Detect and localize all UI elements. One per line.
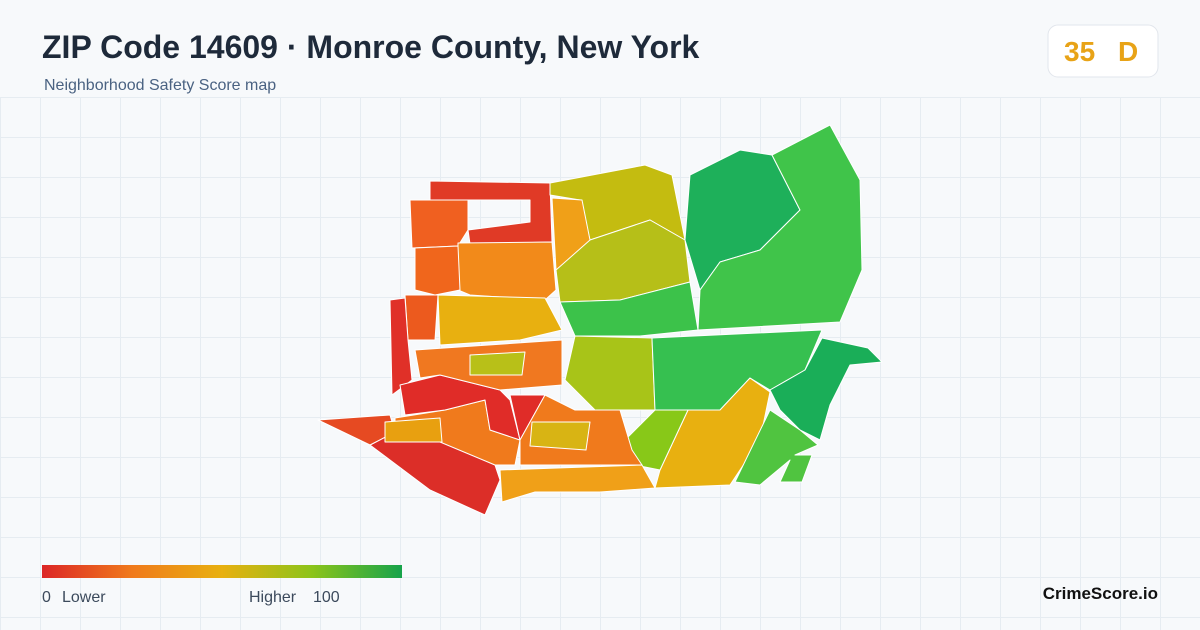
legend-min-label: Lower bbox=[62, 589, 106, 606]
neighborhood bbox=[697, 124, 863, 331]
badge-score: 35 bbox=[1064, 36, 1095, 67]
neighborhood bbox=[414, 245, 461, 296]
neighborhood bbox=[734, 409, 819, 486]
map-grid bbox=[0, 97, 1200, 630]
legend-min: 0 bbox=[42, 589, 51, 606]
neighborhood bbox=[529, 421, 591, 451]
neighborhood bbox=[457, 241, 557, 301]
score-badge bbox=[1047, 24, 1159, 78]
badge-grade: D bbox=[1118, 36, 1138, 67]
neighborhood bbox=[389, 297, 413, 396]
brand: CrimeScore.io bbox=[1043, 584, 1158, 603]
neighborhood bbox=[384, 417, 443, 443]
legend-scale bbox=[42, 565, 402, 578]
map bbox=[317, 124, 883, 516]
legend-max-label: Higher bbox=[249, 589, 297, 606]
neighborhood bbox=[499, 464, 656, 503]
neighborhood bbox=[437, 294, 563, 346]
neighborhood bbox=[409, 199, 469, 249]
neighborhood bbox=[769, 337, 883, 441]
neighborhood bbox=[404, 294, 439, 341]
neighborhood bbox=[469, 351, 526, 376]
legend-max: 100 bbox=[313, 589, 340, 606]
subtitle: Neighborhood Safety Score map bbox=[44, 77, 276, 94]
title: ZIP Code 14609 · Monroe County, New York bbox=[42, 29, 700, 65]
neighborhood bbox=[564, 335, 656, 411]
